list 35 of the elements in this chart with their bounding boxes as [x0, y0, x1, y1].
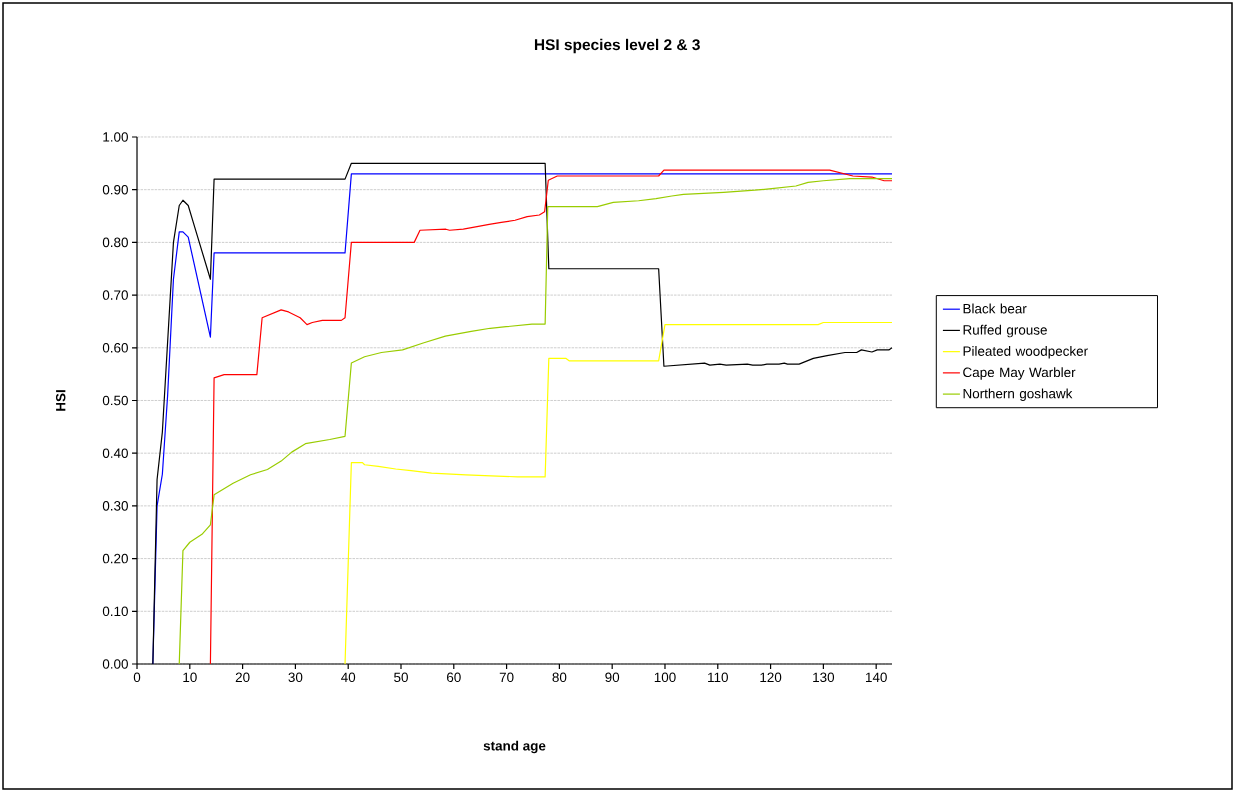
x-tick-label: 110: [708, 672, 728, 683]
x-tick-label: 70: [499, 672, 514, 683]
y-tick-label: 0.40: [102, 448, 128, 458]
x-tick-label: 40: [341, 672, 356, 683]
x-tick-label: 130: [813, 672, 835, 683]
y-tick-label: 0.70: [102, 290, 128, 300]
y-tick-label: 0.80: [102, 237, 128, 248]
legend-label: Northern goshawk: [963, 388, 1073, 402]
legend-label: Cape May Warbler: [963, 367, 1076, 380]
x-tick-label: 20: [235, 672, 250, 683]
legend-label: Pileated woodpecker: [963, 346, 1088, 359]
y-tick-label: 0.20: [102, 553, 128, 564]
x-tick-label: 120: [760, 672, 782, 683]
x-tick-label: 0: [133, 672, 141, 683]
y-axis-title: HSI: [55, 390, 66, 411]
y-tick-label: 0.30: [102, 501, 128, 511]
y-tick-label: 0.50: [102, 395, 128, 406]
legend-label: Ruffed grouse: [963, 324, 1047, 338]
y-tick-label: 0.90: [102, 184, 128, 195]
legend-label: Black bear: [963, 303, 1027, 314]
y-tick-label: 0.00: [102, 659, 128, 669]
x-tick-label: 10: [183, 672, 197, 683]
x-tick-label: 50: [394, 672, 408, 683]
chart-title: HSI species level 2 & 3: [534, 38, 700, 54]
x-axis-title: stand age: [483, 740, 546, 754]
x-tick-label: 140: [865, 672, 887, 683]
x-tick-label: 80: [552, 672, 567, 683]
x-tick-label: 30: [288, 672, 303, 683]
y-tick-label: 0.10: [102, 606, 128, 617]
y-tick-label: 1.00: [103, 132, 128, 142]
x-tick-label: 100: [654, 672, 676, 683]
line-series: [344, 321, 893, 665]
x-tick-label: 90: [605, 672, 620, 683]
x-tick-label: 60: [447, 672, 461, 683]
y-tick-label: 0.60: [102, 343, 128, 353]
